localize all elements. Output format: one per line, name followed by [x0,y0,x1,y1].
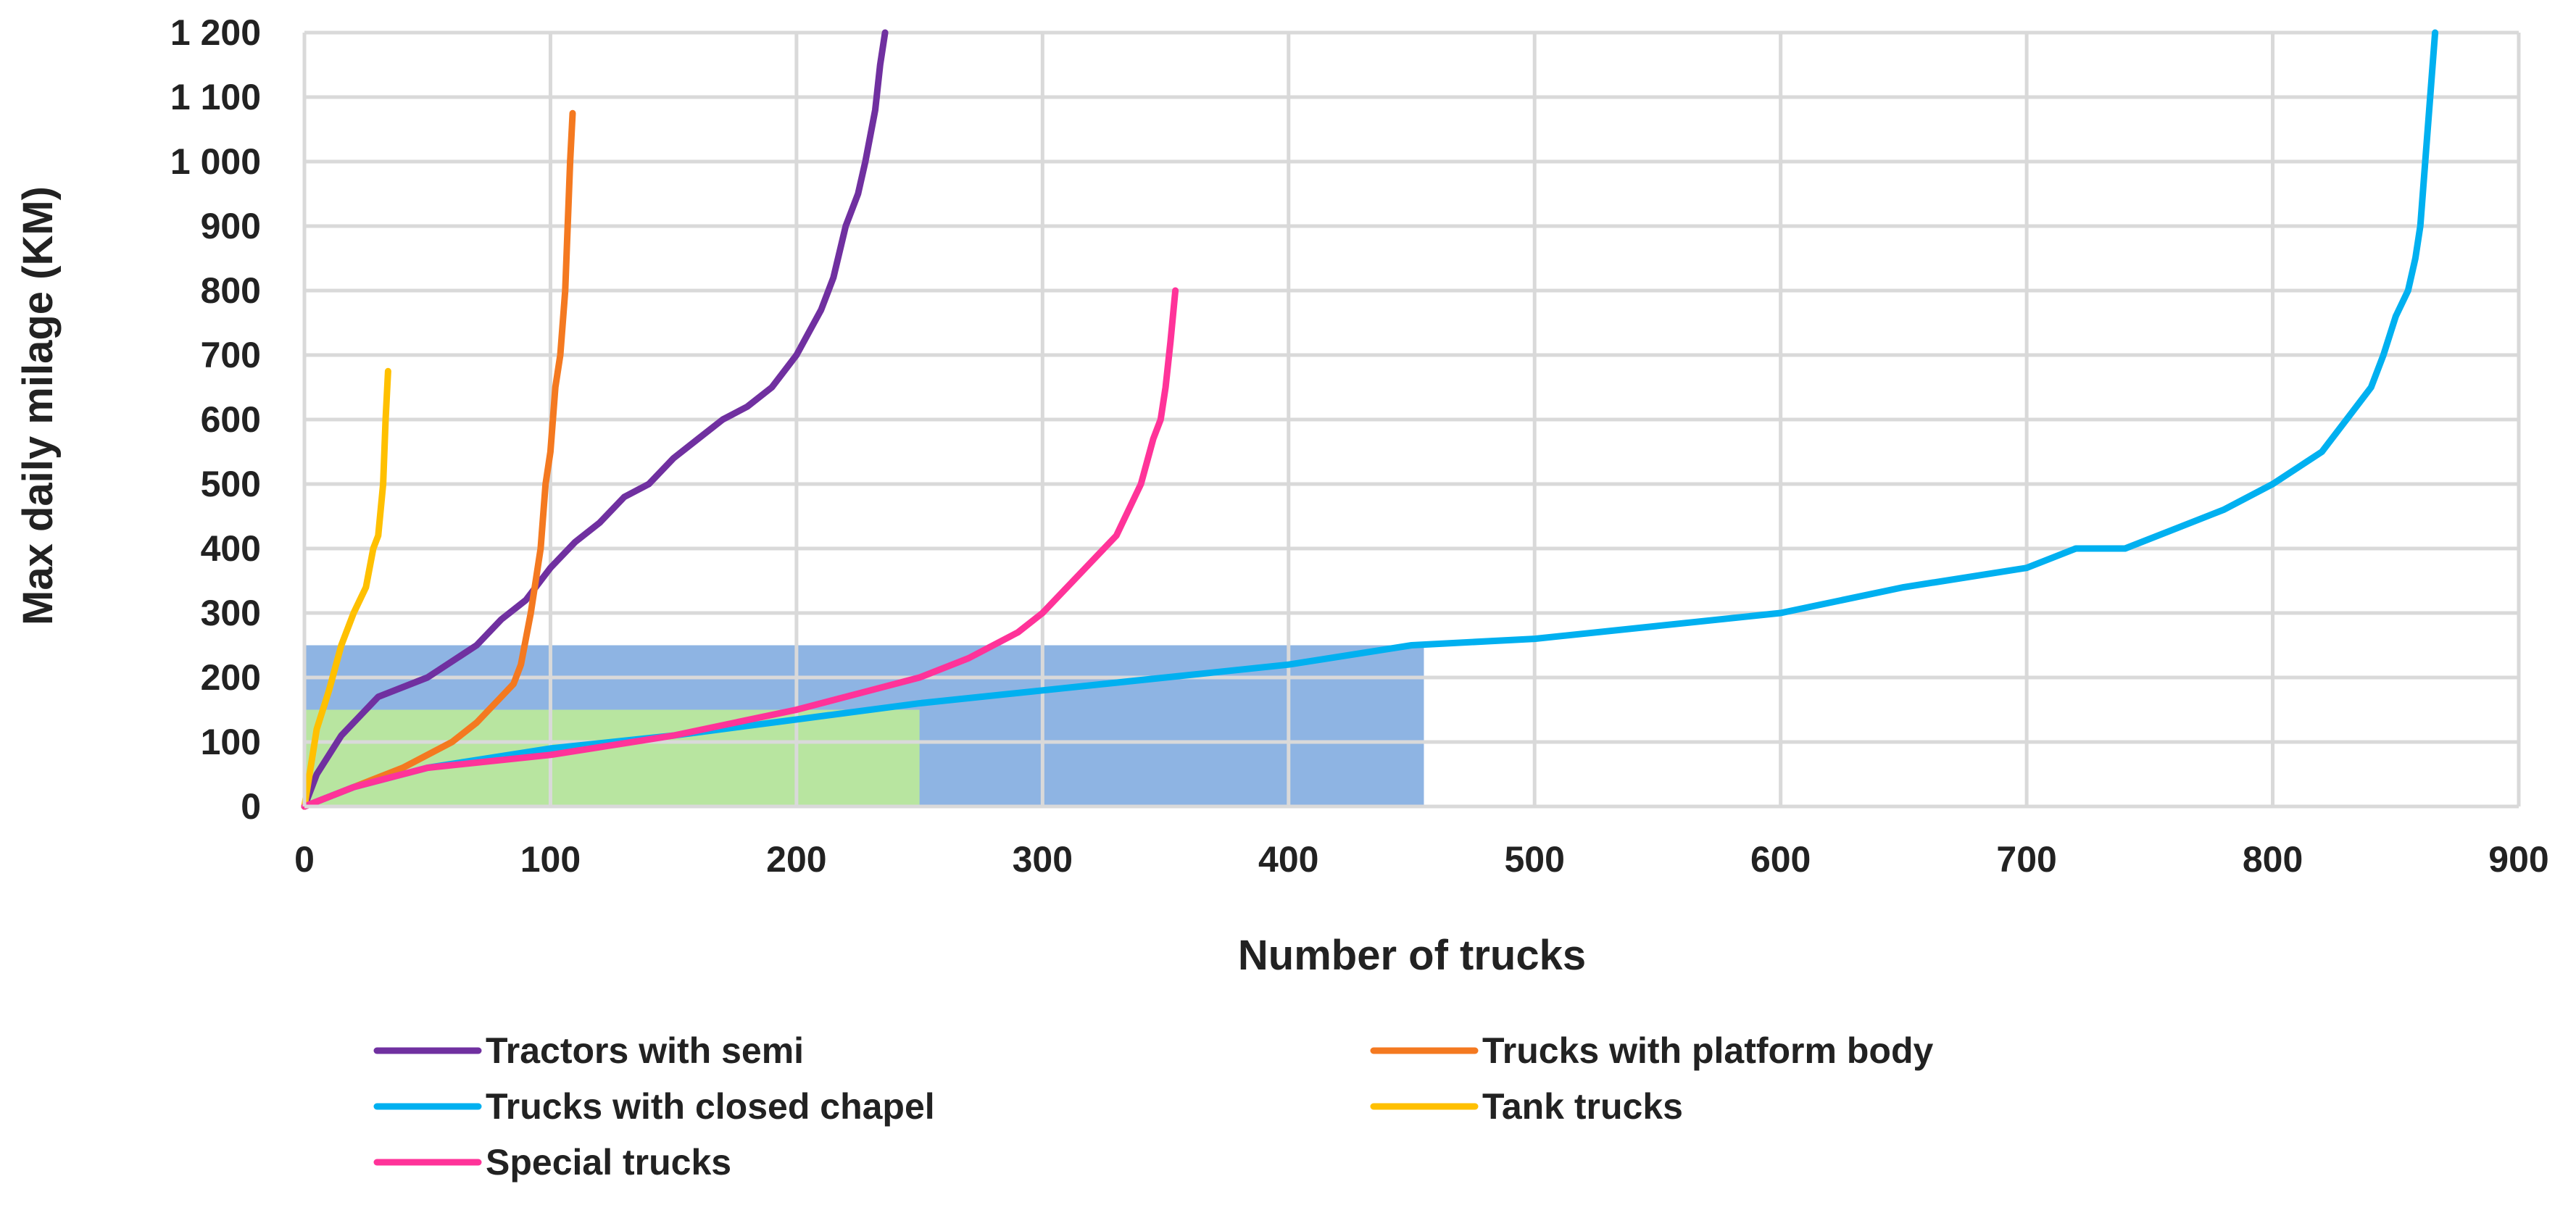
y-tick-label: 600 [201,399,261,440]
y-tick-label: 0 [241,786,261,827]
x-tick-label: 600 [1750,839,1811,880]
x-tick-label: 300 [1013,839,1073,880]
y-tick-label: 1 000 [170,141,261,182]
x-tick-label: 800 [2243,839,2303,880]
gridlines [302,30,2521,809]
legend-label-trucks-with-platform-body: Trucks with platform body [1482,1030,1933,1071]
y-tick-labels: 0 100 200 300 400 500 600 700 800 900 1 000 1 100 1 … [170,12,261,827]
y-tick-label: 200 [201,657,261,698]
x-axis-label: Number of trucks [1238,932,1586,979]
legend-label-special-trucks: Special trucks [486,1142,731,1183]
y-tick-label: 1 200 [170,12,261,53]
y-tick-label: 900 [201,206,261,246]
y-axis-label: Max daily milage (KM) [14,186,62,625]
y-tick-label: 300 [201,593,261,633]
y-tick-label: 100 [201,722,261,762]
highlight-region-1 [304,709,920,806]
y-tick-label: 1 100 [170,77,261,117]
x-tick-label: 500 [1505,839,1565,880]
legend-label-trucks-with-closed-chapel: Trucks with closed chapel [486,1086,935,1127]
x-tick-labels: 0 100 200 300 400 500 600 700 800 900 [294,839,2549,880]
series-line-trucks-with-closed-chapel [301,29,2439,810]
y-tick-label: 800 [201,270,261,311]
x-tick-label: 0 [294,839,315,880]
legend-label-tank-trucks: Tank trucks [1482,1086,1683,1127]
series-line-tank-trucks [301,367,391,810]
y-tick-label: 400 [201,528,261,569]
series-line-tractors-with-semi [301,29,889,810]
series-line-special-trucks [301,287,1179,810]
x-tick-label: 200 [766,839,826,880]
y-tick-label: 700 [201,335,261,375]
series-lines [301,29,2439,810]
y-tick-label: 500 [201,464,261,504]
x-tick-label: 700 [1996,839,2056,880]
series-line-trucks-with-platform-body [301,109,576,810]
legend: Tractors with semi Trucks with platform b… [373,1030,1933,1183]
x-tick-label: 900 [2488,839,2548,880]
x-tick-label: 100 [520,839,581,880]
x-tick-label: 400 [1258,839,1318,880]
axes [302,33,2519,809]
legend-label-tractors-with-semi: Tractors with semi [486,1030,804,1071]
